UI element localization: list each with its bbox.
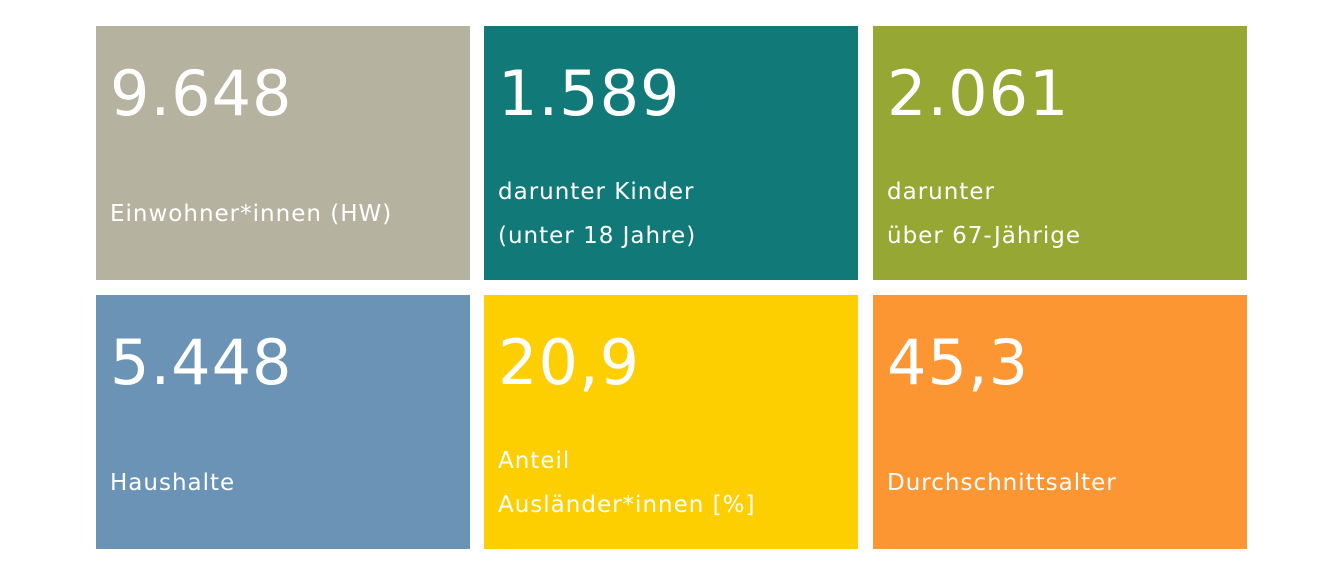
kpi-tile: 45,3 Durchschnittsalter bbox=[873, 295, 1247, 549]
kpi-label-line: über 67-Jährige bbox=[887, 223, 1081, 249]
kpi-value: 1.589 bbox=[498, 57, 681, 130]
kpi-label-line: Einwohner*innen (HW) bbox=[110, 201, 393, 227]
kpi-label: darunter Kinder (unter 18 Jahre) bbox=[498, 171, 696, 257]
kpi-value: 5.448 bbox=[110, 326, 293, 399]
kpi-tile: 9.648 Einwohner*innen (HW) bbox=[96, 26, 470, 280]
kpi-label-line: darunter bbox=[887, 179, 995, 205]
kpi-label-line: darunter Kinder bbox=[498, 179, 695, 205]
kpi-label-line: Haushalte bbox=[110, 470, 236, 496]
kpi-tile: 2.061 darunter über 67-Jährige bbox=[873, 26, 1247, 280]
kpi-tile: 5.448 Haushalte bbox=[96, 295, 470, 549]
kpi-label: Anteil Ausländer*innen [%] bbox=[498, 440, 755, 526]
kpi-value: 20,9 bbox=[498, 326, 641, 399]
kpi-label-line: Ausländer*innen [%] bbox=[498, 492, 756, 518]
kpi-label: Haushalte bbox=[110, 440, 235, 526]
kpi-label-line: Durchschnittsalter bbox=[887, 470, 1117, 496]
kpi-value: 45,3 bbox=[887, 326, 1030, 399]
kpi-label: Durchschnittsalter bbox=[887, 440, 1117, 526]
kpi-tile: 20,9 Anteil Ausländer*innen [%] bbox=[484, 295, 858, 549]
kpi-label: Einwohner*innen (HW) bbox=[110, 171, 392, 257]
kpi-value: 2.061 bbox=[887, 57, 1070, 130]
kpi-label-line: (unter 18 Jahre) bbox=[498, 223, 697, 249]
kpi-label-line: Anteil bbox=[498, 448, 571, 474]
kpi-label: darunter über 67-Jährige bbox=[887, 171, 1081, 257]
kpi-tile: 1.589 darunter Kinder (unter 18 Jahre) bbox=[484, 26, 858, 280]
kpi-value: 9.648 bbox=[110, 57, 293, 130]
